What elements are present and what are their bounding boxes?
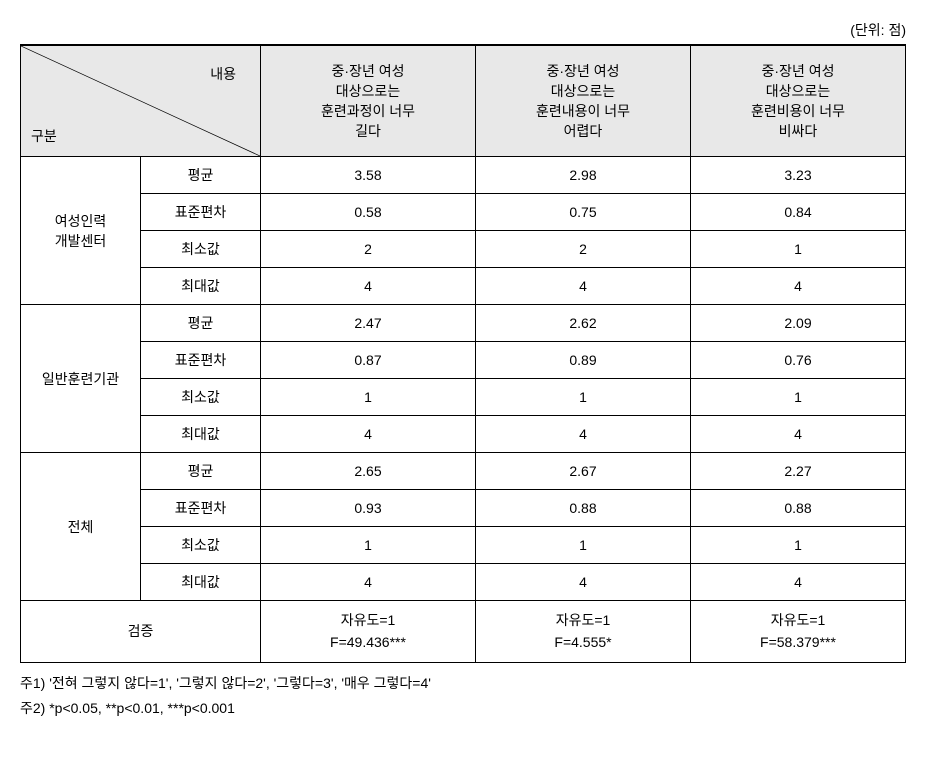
test-label: 검증: [21, 601, 261, 663]
group-label: 전체: [21, 453, 141, 601]
data-cell: 2.27: [691, 453, 906, 490]
column-header-2: 중·장년 여성대상으로는훈련내용이 너무어렵다: [476, 45, 691, 157]
stat-label-min: 최소값: [141, 231, 261, 268]
data-cell: 4: [476, 416, 691, 453]
header-diagonal-cell: 내용 구분: [21, 45, 261, 157]
data-cell: 1: [691, 379, 906, 416]
data-cell: 4: [261, 564, 476, 601]
stat-label-min: 최소값: [141, 379, 261, 416]
data-cell: 4: [691, 416, 906, 453]
data-cell: 4: [691, 268, 906, 305]
test-cell: 자유도=1F=58.379***: [691, 601, 906, 663]
test-cell: 자유도=1F=49.436***: [261, 601, 476, 663]
data-cell: 2.67: [476, 453, 691, 490]
data-cell: 3.58: [261, 157, 476, 194]
data-cell: 2.98: [476, 157, 691, 194]
data-cell: 2.47: [261, 305, 476, 342]
data-cell: 1: [691, 527, 906, 564]
group-label: 일반훈련기관: [21, 305, 141, 453]
stat-label-min: 최소값: [141, 527, 261, 564]
stat-label-max: 최대값: [141, 268, 261, 305]
footnotes: 주1) '전혀 그렇지 않다=1', '그렇지 않다=2', '그렇다=3', …: [20, 671, 906, 721]
data-cell: 2: [261, 231, 476, 268]
data-cell: 0.58: [261, 194, 476, 231]
data-cell: 4: [261, 268, 476, 305]
stat-label-mean: 평균: [141, 157, 261, 194]
data-cell: 1: [476, 379, 691, 416]
group-label: 여성인력개발센터: [21, 157, 141, 305]
stat-label-sd: 표준편차: [141, 342, 261, 379]
data-cell: 1: [261, 379, 476, 416]
data-cell: 0.89: [476, 342, 691, 379]
data-cell: 4: [691, 564, 906, 601]
data-cell: 2.62: [476, 305, 691, 342]
column-header-3: 중·장년 여성대상으로는훈련비용이 너무비싸다: [691, 45, 906, 157]
stat-label-mean: 평균: [141, 305, 261, 342]
data-cell: 0.87: [261, 342, 476, 379]
test-cell: 자유도=1F=4.555*: [476, 601, 691, 663]
data-cell: 4: [476, 564, 691, 601]
data-cell: 1: [476, 527, 691, 564]
data-cell: 0.76: [691, 342, 906, 379]
data-cell: 1: [691, 231, 906, 268]
unit-label: (단위: 점): [20, 20, 906, 40]
data-cell: 1: [261, 527, 476, 564]
footnote-2: 주2) *p<0.05, **p<0.01, ***p<0.001: [20, 696, 906, 721]
data-cell: 2.09: [691, 305, 906, 342]
data-cell: 2.65: [261, 453, 476, 490]
data-cell: 0.88: [476, 490, 691, 527]
stat-label-max: 최대값: [141, 564, 261, 601]
footnote-1: 주1) '전혀 그렇지 않다=1', '그렇지 않다=2', '그렇다=3', …: [20, 671, 906, 696]
stat-label-sd: 표준편차: [141, 194, 261, 231]
data-cell: 0.75: [476, 194, 691, 231]
data-cell: 3.23: [691, 157, 906, 194]
data-cell: 4: [261, 416, 476, 453]
stat-label-max: 최대값: [141, 416, 261, 453]
column-header-1: 중·장년 여성대상으로는훈련과정이 너무길다: [261, 45, 476, 157]
stats-table: 내용 구분 중·장년 여성대상으로는훈련과정이 너무길다 중·장년 여성대상으로…: [20, 44, 906, 663]
data-cell: 0.93: [261, 490, 476, 527]
stat-label-sd: 표준편차: [141, 490, 261, 527]
data-cell: 4: [476, 268, 691, 305]
data-cell: 0.84: [691, 194, 906, 231]
header-content-label: 내용: [210, 64, 236, 84]
data-cell: 2: [476, 231, 691, 268]
data-cell: 0.88: [691, 490, 906, 527]
header-category-label: 구분: [31, 126, 57, 146]
stat-label-mean: 평균: [141, 453, 261, 490]
